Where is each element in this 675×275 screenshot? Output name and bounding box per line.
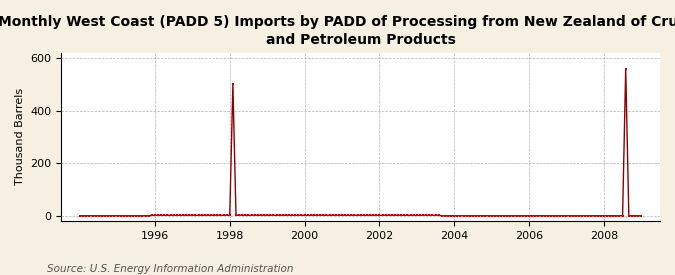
Title: Monthly West Coast (PADD 5) Imports by PADD of Processing from New Zealand of Cr: Monthly West Coast (PADD 5) Imports by P…: [0, 15, 675, 47]
Text: Source: U.S. Energy Information Administration: Source: U.S. Energy Information Administ…: [47, 264, 294, 274]
Y-axis label: Thousand Barrels: Thousand Barrels: [15, 88, 25, 185]
